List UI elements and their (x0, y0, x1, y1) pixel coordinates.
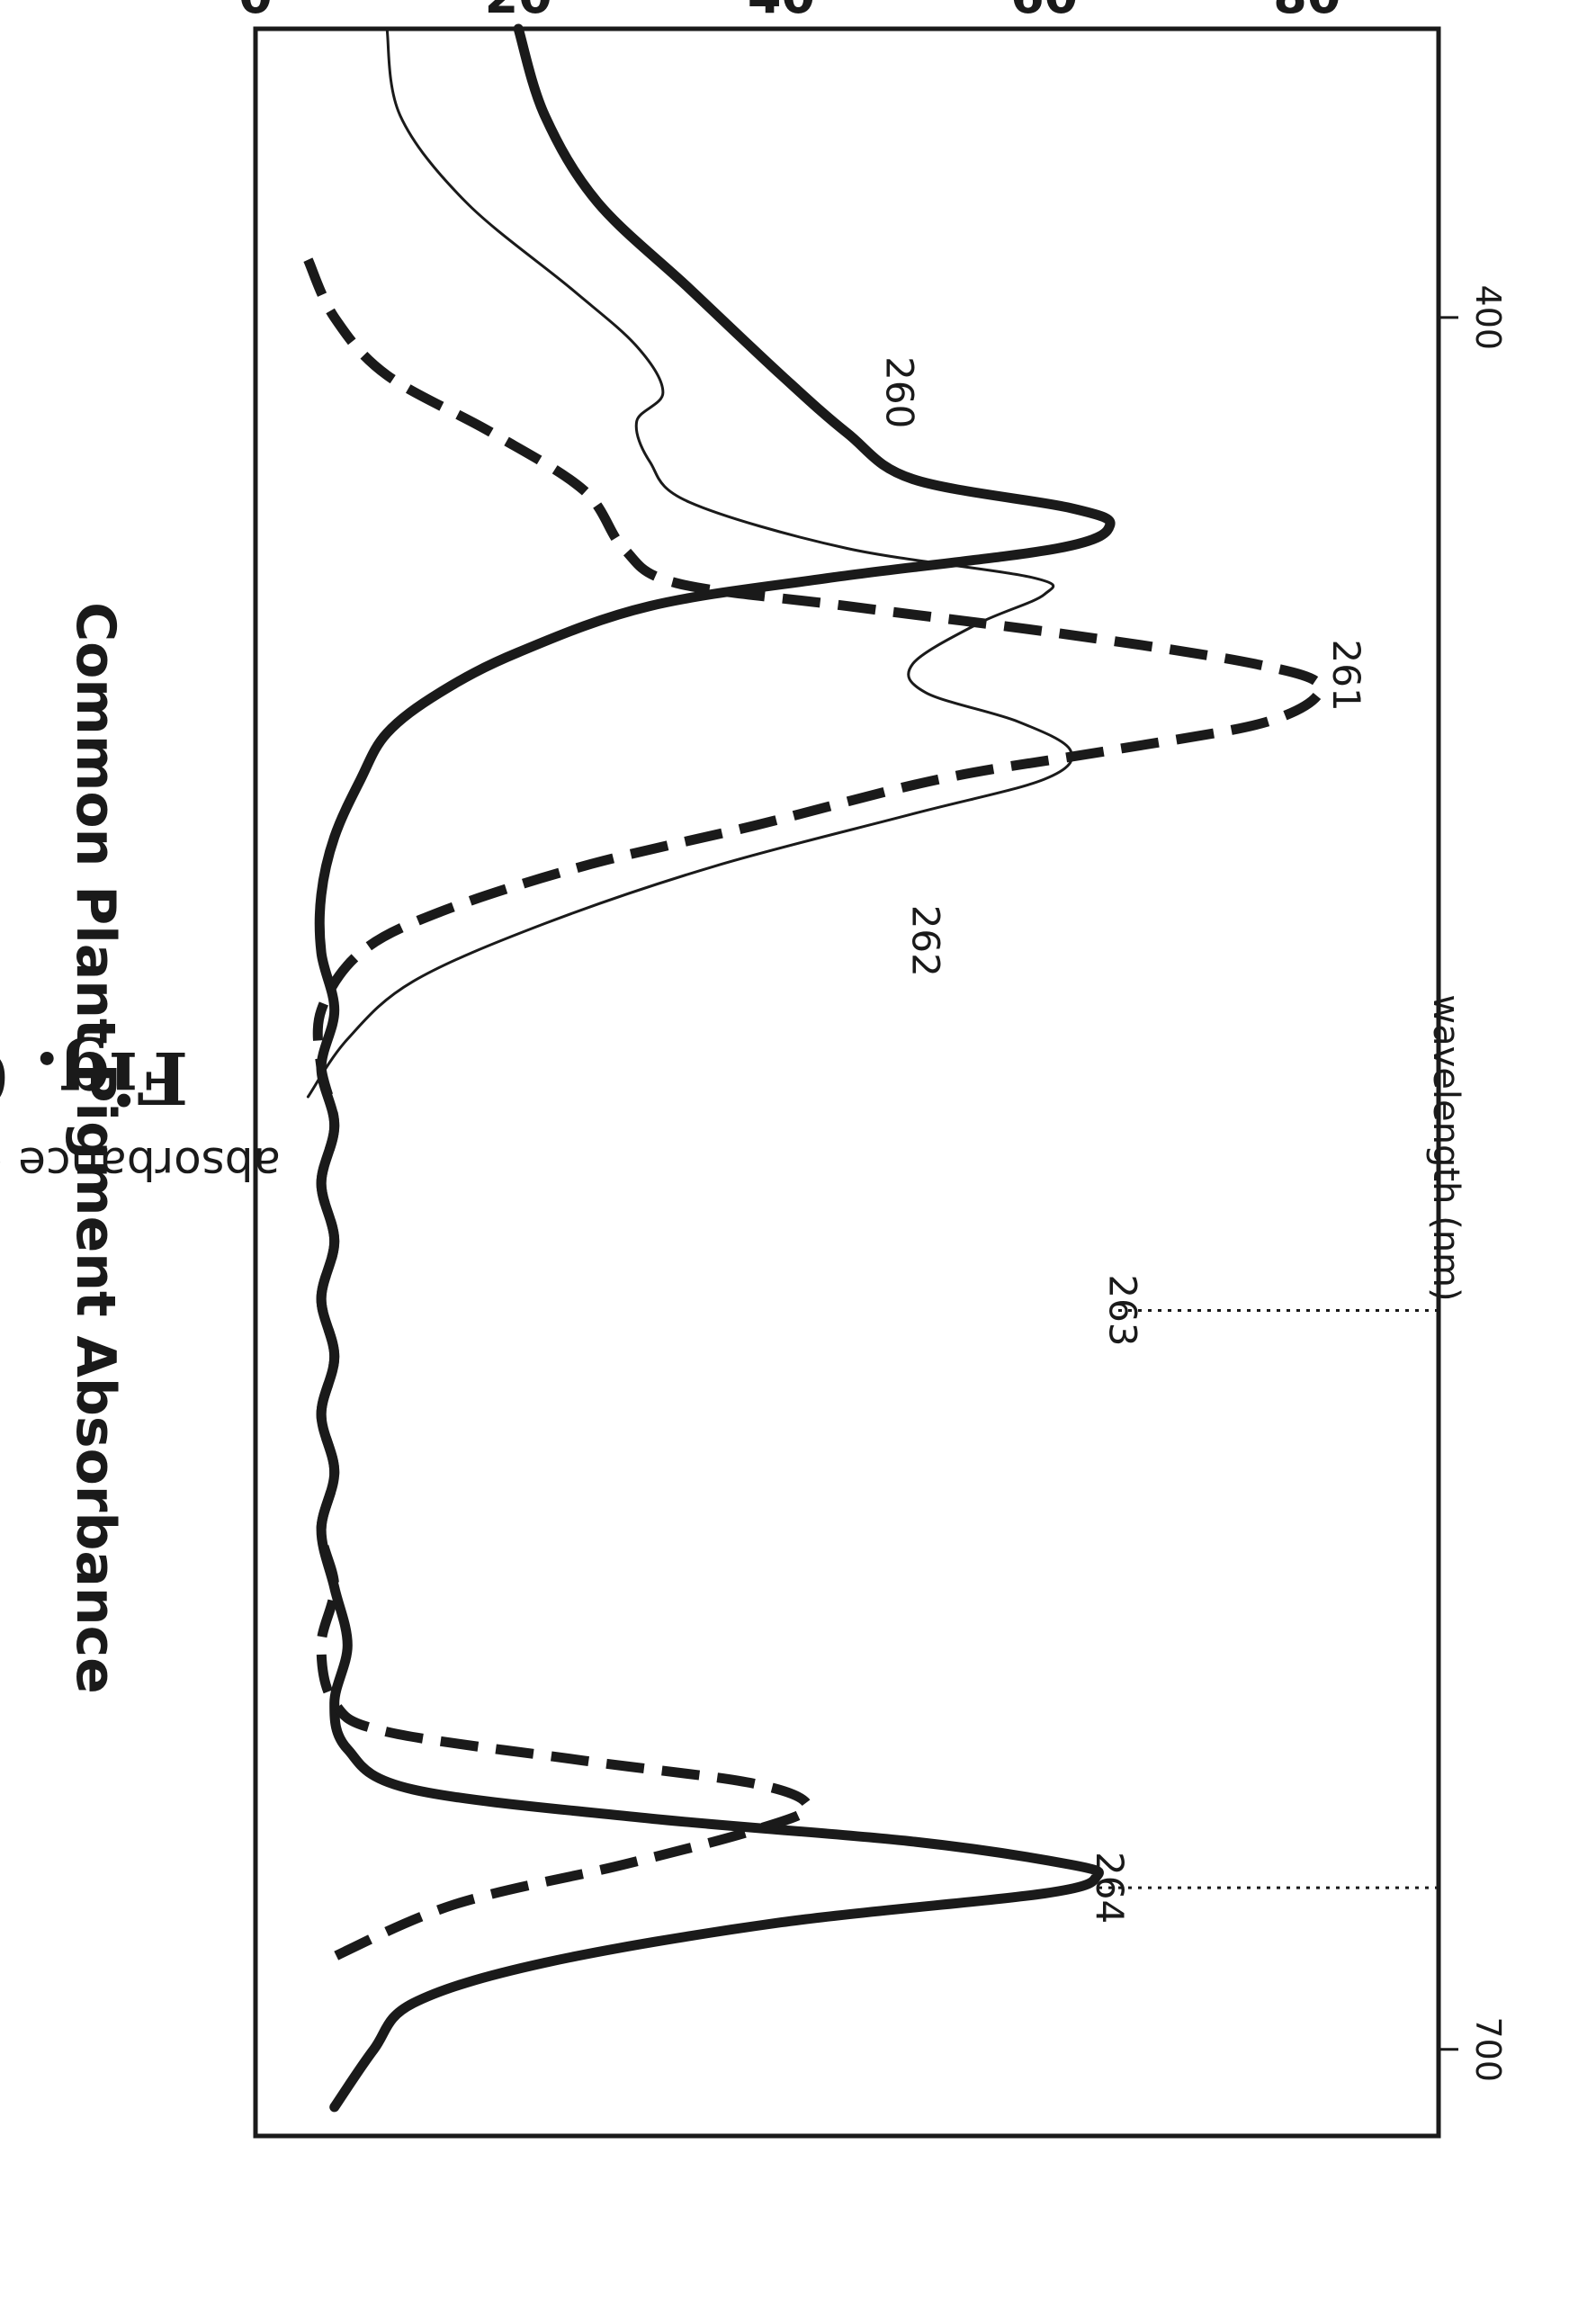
plot-frame (253, 26, 1441, 2139)
series-line-dashed (303, 257, 1326, 1968)
x-axis-label: wavelength (nm) (1425, 994, 1466, 1301)
annotation-262: 262 (904, 905, 948, 977)
chart-title: Common Plant Pigment Absorbance (64, 602, 127, 1694)
y-tick-label: 0 (238, 0, 273, 24)
fig-label: Fig. 6 (0, 1036, 188, 1120)
y-tick-label: 60 (1010, 0, 1078, 24)
y-tick-label: 80 (1273, 0, 1340, 24)
x-tick-label: 700 (1468, 2016, 1508, 2082)
x-tick-label: 400 (1468, 285, 1508, 351)
y-tick-label: 20 (485, 0, 552, 24)
annotation-263: 263 (1101, 1274, 1145, 1346)
y-tick-label: 40 (748, 0, 815, 24)
series-line-thin-solid (306, 27, 1074, 1099)
y-axis-label: absorbance (%) (0, 1137, 281, 1189)
annotation-261: 261 (1324, 640, 1368, 712)
annotation-264: 264 (1088, 1852, 1132, 1924)
annotation-260: 260 (877, 356, 921, 428)
